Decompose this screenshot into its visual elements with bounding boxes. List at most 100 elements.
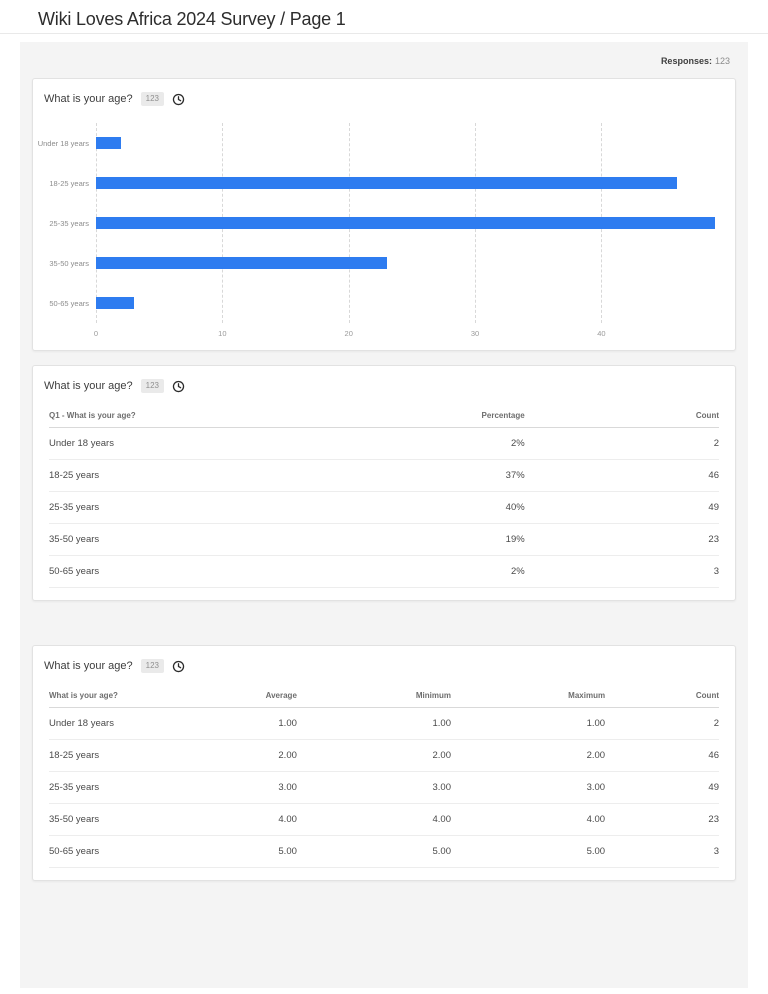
bar-row: 18-25 years: [49, 163, 724, 203]
row-value: 2: [605, 707, 719, 740]
category-label: 50-65 years: [49, 298, 89, 308]
column-header: What is your age?: [49, 683, 197, 708]
row-label: 18-25 years: [49, 459, 351, 492]
x-tick-label: 40: [597, 329, 606, 338]
x-tick-label: 10: [218, 329, 227, 338]
clock-icon: [172, 93, 185, 106]
column-header: Count: [605, 683, 719, 708]
row-label: 18-25 years: [49, 739, 197, 772]
row-value: 4.00: [196, 803, 297, 836]
table-row: 35-50 years 4.00 4.00 4.00 23: [49, 803, 719, 836]
row-label: 35-50 years: [49, 803, 197, 836]
x-tick-label: 0: [93, 329, 99, 338]
bar: [96, 177, 678, 189]
responses-label: Responses:: [660, 56, 712, 66]
bar: [96, 137, 122, 149]
row-value: 2.00: [450, 739, 606, 772]
bar-row: 50-65 years: [49, 283, 724, 323]
response-count-badge: 123: [140, 659, 165, 673]
bar-chart: Under 18 years 18-25 years 25-35 years 35-5…: [33, 109, 735, 350]
age-percentage-table-card: What is your age? 123 Q1 - What is your …: [32, 365, 736, 601]
clock-icon: [172, 660, 185, 673]
row-label: 50-65 years: [49, 555, 351, 588]
table-row: 50-65 years 5.00 5.00 5.00 3: [49, 835, 719, 868]
category-label: Under 18 years: [37, 138, 89, 148]
row-label: Under 18 years: [49, 427, 351, 460]
bar-row: Under 18 years: [38, 123, 724, 163]
row-value: 1.00: [450, 707, 606, 740]
response-count-badge: 123: [140, 379, 165, 393]
row-label: 25-35 years: [49, 491, 351, 524]
column-header: Percentage: [350, 403, 525, 428]
clock-icon: [172, 380, 185, 393]
table-row: 18-25 years 2.00 2.00 2.00 46: [49, 739, 719, 772]
row-value: 49: [605, 771, 719, 804]
bar: [96, 217, 716, 229]
column-header: Average: [196, 683, 297, 708]
card-header: What is your age? 123: [33, 79, 735, 109]
age-statistics-table-card: What is your age? 123 What is your age? A…: [32, 645, 736, 881]
table-row: Under 18 years 2% 2: [49, 427, 719, 460]
table-row: 25-35 years 3.00 3.00 3.00 49: [49, 771, 719, 804]
row-value: 23: [605, 803, 719, 836]
row-value: 40%: [350, 491, 525, 524]
card-header: What is your age? 123: [33, 366, 735, 396]
results-panel: Responses: 123 What is your age? 123 Unde…: [20, 42, 748, 988]
row-value: 3.00: [450, 771, 606, 804]
x-tick-label: 20: [344, 329, 353, 338]
app-header: Wiki Loves Africa 2024 Survey / Page 1: [0, 0, 768, 34]
row-value: 4.00: [296, 803, 451, 836]
age-bar-chart-card: What is your age? 123 Under 18 years 18-2…: [32, 78, 736, 351]
bar-chart-plot: Under 18 years 18-25 years 25-35 years 35-5…: [38, 123, 724, 323]
row-value: 5.00: [296, 835, 451, 868]
table-row: 25-35 years 40% 49: [49, 491, 719, 524]
table-row: 35-50 years 19% 23: [49, 523, 719, 556]
percentage-table: Q1 - What is your age? Percentage Count Un…: [49, 403, 719, 588]
response-count-badge: 123: [140, 92, 165, 106]
x-tick-label: 30: [470, 329, 480, 338]
row-value: 2: [524, 427, 719, 460]
column-header: Count: [524, 403, 719, 428]
row-label: 25-35 years: [49, 771, 197, 804]
card-header: What is your age? 123: [33, 646, 735, 676]
row-value: 23: [524, 523, 719, 556]
bar-row: 35-50 years: [49, 243, 724, 283]
row-label: 50-65 years: [49, 835, 197, 868]
table-row: 50-65 years 2% 3: [49, 555, 719, 588]
row-label: Under 18 years: [49, 707, 197, 740]
row-value: 46: [524, 459, 719, 492]
question-title: What is your age?: [44, 660, 133, 672]
statistics-table: What is your age? Average Minimum Maximum Co…: [49, 683, 719, 868]
column-header: Minimum: [296, 683, 451, 708]
page-title: Wiki Loves Africa 2024 Survey / Page 1: [38, 9, 346, 29]
column-header: Q1 - What is your age?: [49, 403, 351, 428]
table-row: 18-25 years 37% 46: [49, 459, 719, 492]
row-value: 3: [524, 555, 719, 588]
table-row: Under 18 years 1.00 1.00 1.00 2: [49, 707, 719, 740]
question-title: What is your age?: [44, 380, 133, 392]
row-value: 3.00: [196, 771, 297, 804]
bar: [96, 297, 134, 309]
row-value: 1.00: [296, 707, 451, 740]
row-value: 1.00: [196, 707, 297, 740]
row-value: 19%: [350, 523, 525, 556]
responses-count: 123: [714, 56, 730, 66]
question-title: What is your age?: [44, 93, 133, 105]
responses-row: Responses: 123: [20, 42, 748, 78]
row-value: 4.00: [450, 803, 606, 836]
row-value: 2.00: [196, 739, 297, 772]
row-label: 35-50 years: [49, 523, 351, 556]
bar-row: 25-35 years: [49, 203, 724, 243]
bar: [96, 257, 387, 269]
category-label: 25-35 years: [49, 218, 89, 228]
bar-chart-axis: 0 10 20 30 40: [93, 326, 724, 342]
row-value: 2%: [350, 427, 525, 460]
row-value: 2.00: [296, 739, 451, 772]
category-label: 35-50 years: [49, 258, 89, 268]
row-value: 49: [524, 491, 719, 524]
row-value: 5.00: [450, 835, 606, 868]
row-value: 46: [605, 739, 719, 772]
row-value: 3: [605, 835, 719, 868]
table-header-row: What is your age? Average Minimum Maximum Co…: [49, 683, 719, 708]
category-label: 18-25 years: [49, 178, 89, 188]
